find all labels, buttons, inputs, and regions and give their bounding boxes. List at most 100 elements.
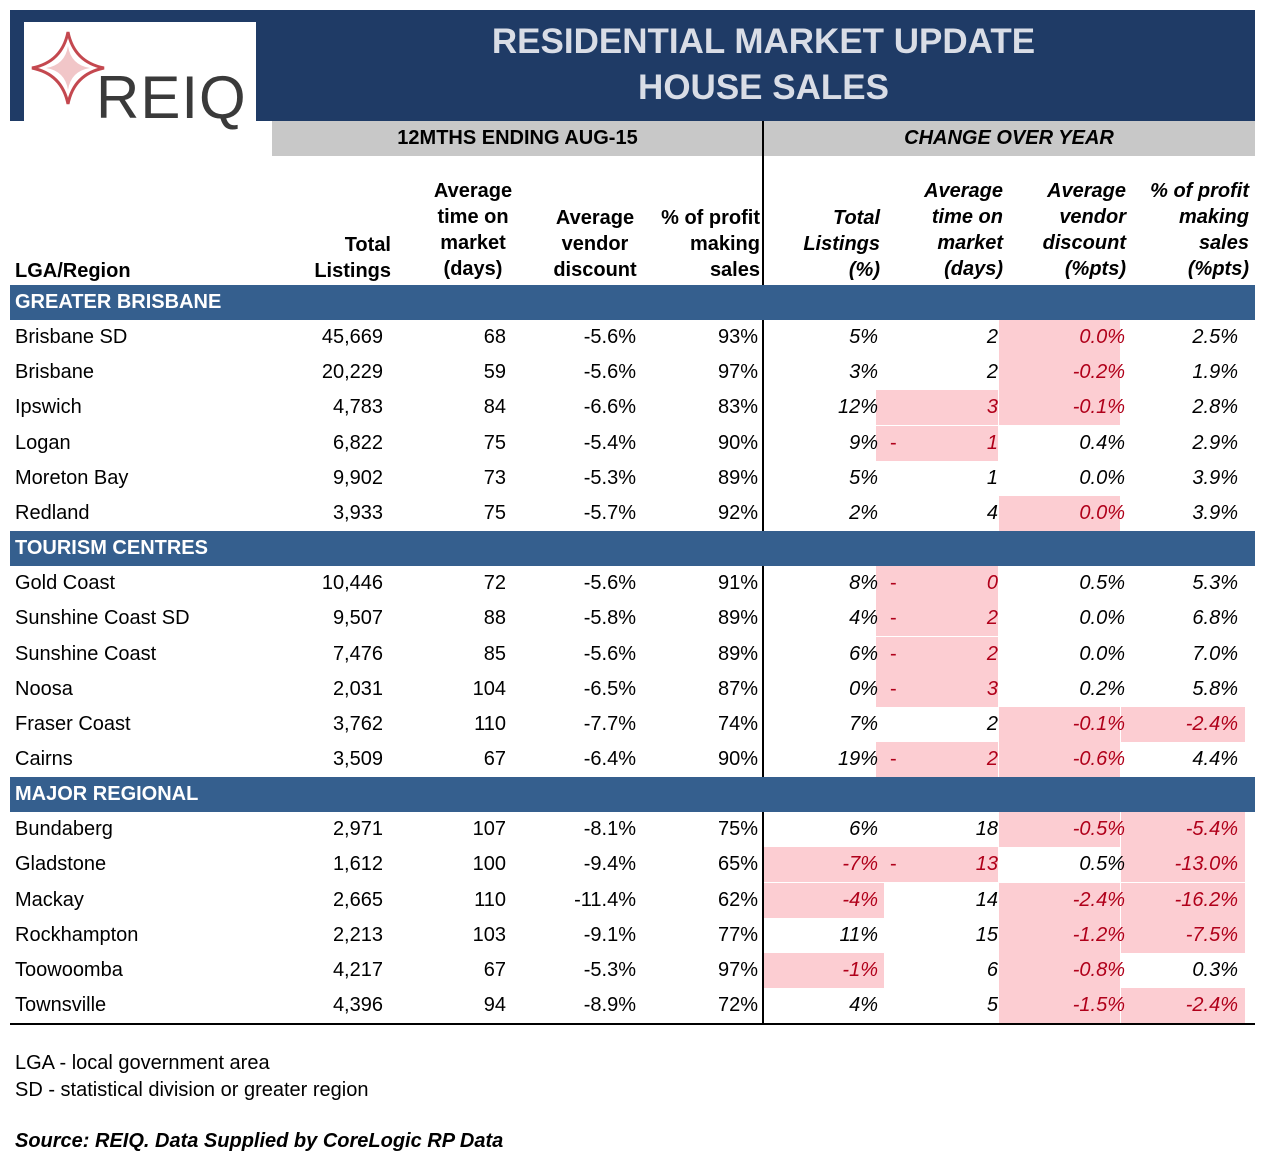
region-name: Ipswich (15, 396, 82, 419)
cell-listings: 2,971 (332, 818, 383, 841)
cell-c-discount: -0.1% (1072, 712, 1125, 735)
cell-time: 75 (483, 431, 506, 454)
highlight-cell (764, 882, 884, 918)
cell-profit: 65% (717, 853, 758, 876)
cell-c-profit: -5.4% (1185, 818, 1238, 841)
highlight-cell (764, 952, 884, 988)
footnote-lga: LGA - local government area (15, 1052, 270, 1074)
cell-c-listings: 6% (849, 818, 878, 841)
cell-discount: -7.7% (583, 712, 636, 735)
change-time-dash: - (890, 572, 897, 595)
highlight-cell (999, 320, 1120, 356)
region-name: Rockhampton (15, 923, 139, 946)
cell-c-listings: 3% (849, 361, 878, 384)
cell-time: 104 (472, 677, 506, 700)
region-name: Gold Coast (15, 572, 116, 595)
col-header-avg-time: Average time on market (days) (433, 180, 513, 280)
cell-profit: 77% (717, 923, 758, 946)
cell-time: 110 (474, 888, 506, 911)
col-header-avg-discount: Average vendor discount (553, 207, 637, 281)
cell-c-discount: -0.5% (1072, 818, 1125, 841)
col-header-chg-discount: Average vendor discount (%pts) (1042, 180, 1126, 280)
cell-profit: 97% (717, 361, 758, 384)
col-header-profit-sales: % of profit making sales (661, 207, 760, 281)
cell-time: 100 (472, 853, 506, 876)
cell-c-profit: 4.4% (1192, 747, 1238, 770)
cell-time: 72 (483, 572, 506, 595)
cell-listings: 4,396 (332, 994, 383, 1016)
region-name: Sunshine Coast SD (15, 607, 190, 630)
cell-discount: -5.3% (583, 466, 636, 489)
cell-c-discount: 0.0% (1079, 466, 1125, 489)
cell-profit: 87% (717, 677, 758, 700)
cell-c-discount: 0.0% (1079, 642, 1125, 665)
cell-c-listings: 12% (837, 396, 878, 419)
table-row: Redland 3,933 75 -5.7% 92% 2% 4 0.0% 3.9% (10, 495, 1255, 531)
cell-profit: 72% (717, 994, 758, 1016)
col-header-chg-listings: Total Listings (%) (803, 207, 880, 281)
cell-c-listings: 0% (849, 677, 878, 700)
footnotes: LGA - local government area SD - statist… (15, 1050, 368, 1104)
cell-c-listings: 19% (837, 747, 878, 770)
cell-c-discount: 0.0% (1079, 326, 1125, 349)
region-name: Logan (15, 431, 71, 454)
highlight-cell (1121, 882, 1245, 918)
cell-c-profit: 2.8% (1192, 396, 1238, 419)
highlight-cell (876, 636, 998, 672)
change-time-dash: - (890, 607, 897, 630)
cell-listings: 2,213 (332, 923, 383, 946)
cell-listings: 3,762 (332, 712, 383, 735)
cell-c-listings: 8% (849, 572, 878, 595)
report-subtitle: HOUSE SALES (638, 68, 889, 107)
cell-profit: 62% (717, 888, 758, 911)
cell-time: 73 (483, 466, 506, 489)
section-title: GREATER BRISBANE (15, 291, 222, 313)
cell-time: 68 (483, 326, 506, 349)
cell-c-profit: -2.4% (1185, 712, 1238, 735)
cell-c-profit: -2.4% (1185, 994, 1238, 1016)
table-row: Gladstone 1,612 100 -9.4% 65% -7% 13 0.5% -13.0%… (10, 847, 1255, 883)
cell-time: 85 (483, 642, 506, 665)
highlight-cell (876, 566, 998, 602)
cell-listings: 10,446 (321, 572, 383, 595)
cell-c-discount: -1.5% (1072, 994, 1125, 1016)
table-row: Fraser Coast 3,762 110 -7.7% 74% 7% 2 -0.1% -2.4… (10, 706, 1255, 742)
cell-listings: 2,031 (332, 677, 383, 700)
highlight-cell (1121, 706, 1245, 742)
highlight-cell (876, 847, 998, 883)
section-title: MAJOR REGIONAL (15, 783, 199, 806)
cell-profit: 89% (717, 642, 758, 665)
cell-c-profit: 2.5% (1192, 326, 1238, 349)
cell-c-profit: -7.5% (1185, 923, 1238, 946)
highlight-cell (1121, 847, 1245, 883)
cell-listings: 45,669 (321, 326, 383, 349)
highlight-cell (999, 355, 1120, 391)
section-header: GREATER BRISBANE (10, 285, 1255, 320)
cell-listings: 2,665 (332, 888, 383, 911)
period-label: 12MTHS ENDING AUG-15 (397, 127, 638, 149)
cell-c-time: 15 (975, 923, 998, 946)
table-row: Rockhampton 2,213 103 -9.1% 77% 11% 15 -1.2% -7.… (10, 917, 1255, 953)
cell-listings: 7,476 (332, 642, 383, 665)
region-name: Noosa (15, 677, 73, 700)
cell-c-profit: 7.0% (1192, 642, 1238, 665)
cell-c-profit: 3.9% (1192, 501, 1238, 524)
cell-discount: -5.6% (583, 361, 636, 384)
cell-c-discount: 0.5% (1079, 853, 1125, 876)
cell-c-listings: 5% (849, 326, 878, 349)
region-name: Mackay (15, 888, 84, 911)
change-time-dash: - (890, 677, 897, 700)
report-title: RESIDENTIAL MARKET UPDATE (491, 22, 1036, 61)
cell-listings: 9,902 (332, 466, 383, 489)
region-name: Fraser Coast (15, 712, 131, 735)
cell-c-listings: 9% (849, 431, 878, 454)
highlight-cell (876, 601, 998, 637)
cell-profit: 92% (717, 501, 758, 524)
footnote-sd: SD - statistical division or greater reg… (15, 1079, 369, 1101)
table-row: Sunshine Coast 7,476 85 -5.6% 89% 6% 2 0.0% 7.0%… (10, 636, 1255, 672)
region-name: Gladstone (15, 853, 107, 876)
table-row: Townsville 4,396 94 -8.9% 72% 4% 5 -1.5% -2.4% (10, 988, 1255, 1023)
table-row: Brisbane 20,229 59 -5.6% 97% 3% 2 -0.2% 1.9% (10, 355, 1255, 391)
section-title: TOURISM CENTRES (15, 537, 208, 560)
highlight-cell (876, 671, 998, 707)
